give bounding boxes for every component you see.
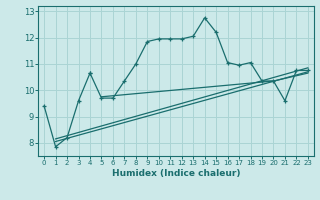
X-axis label: Humidex (Indice chaleur): Humidex (Indice chaleur) xyxy=(112,169,240,178)
